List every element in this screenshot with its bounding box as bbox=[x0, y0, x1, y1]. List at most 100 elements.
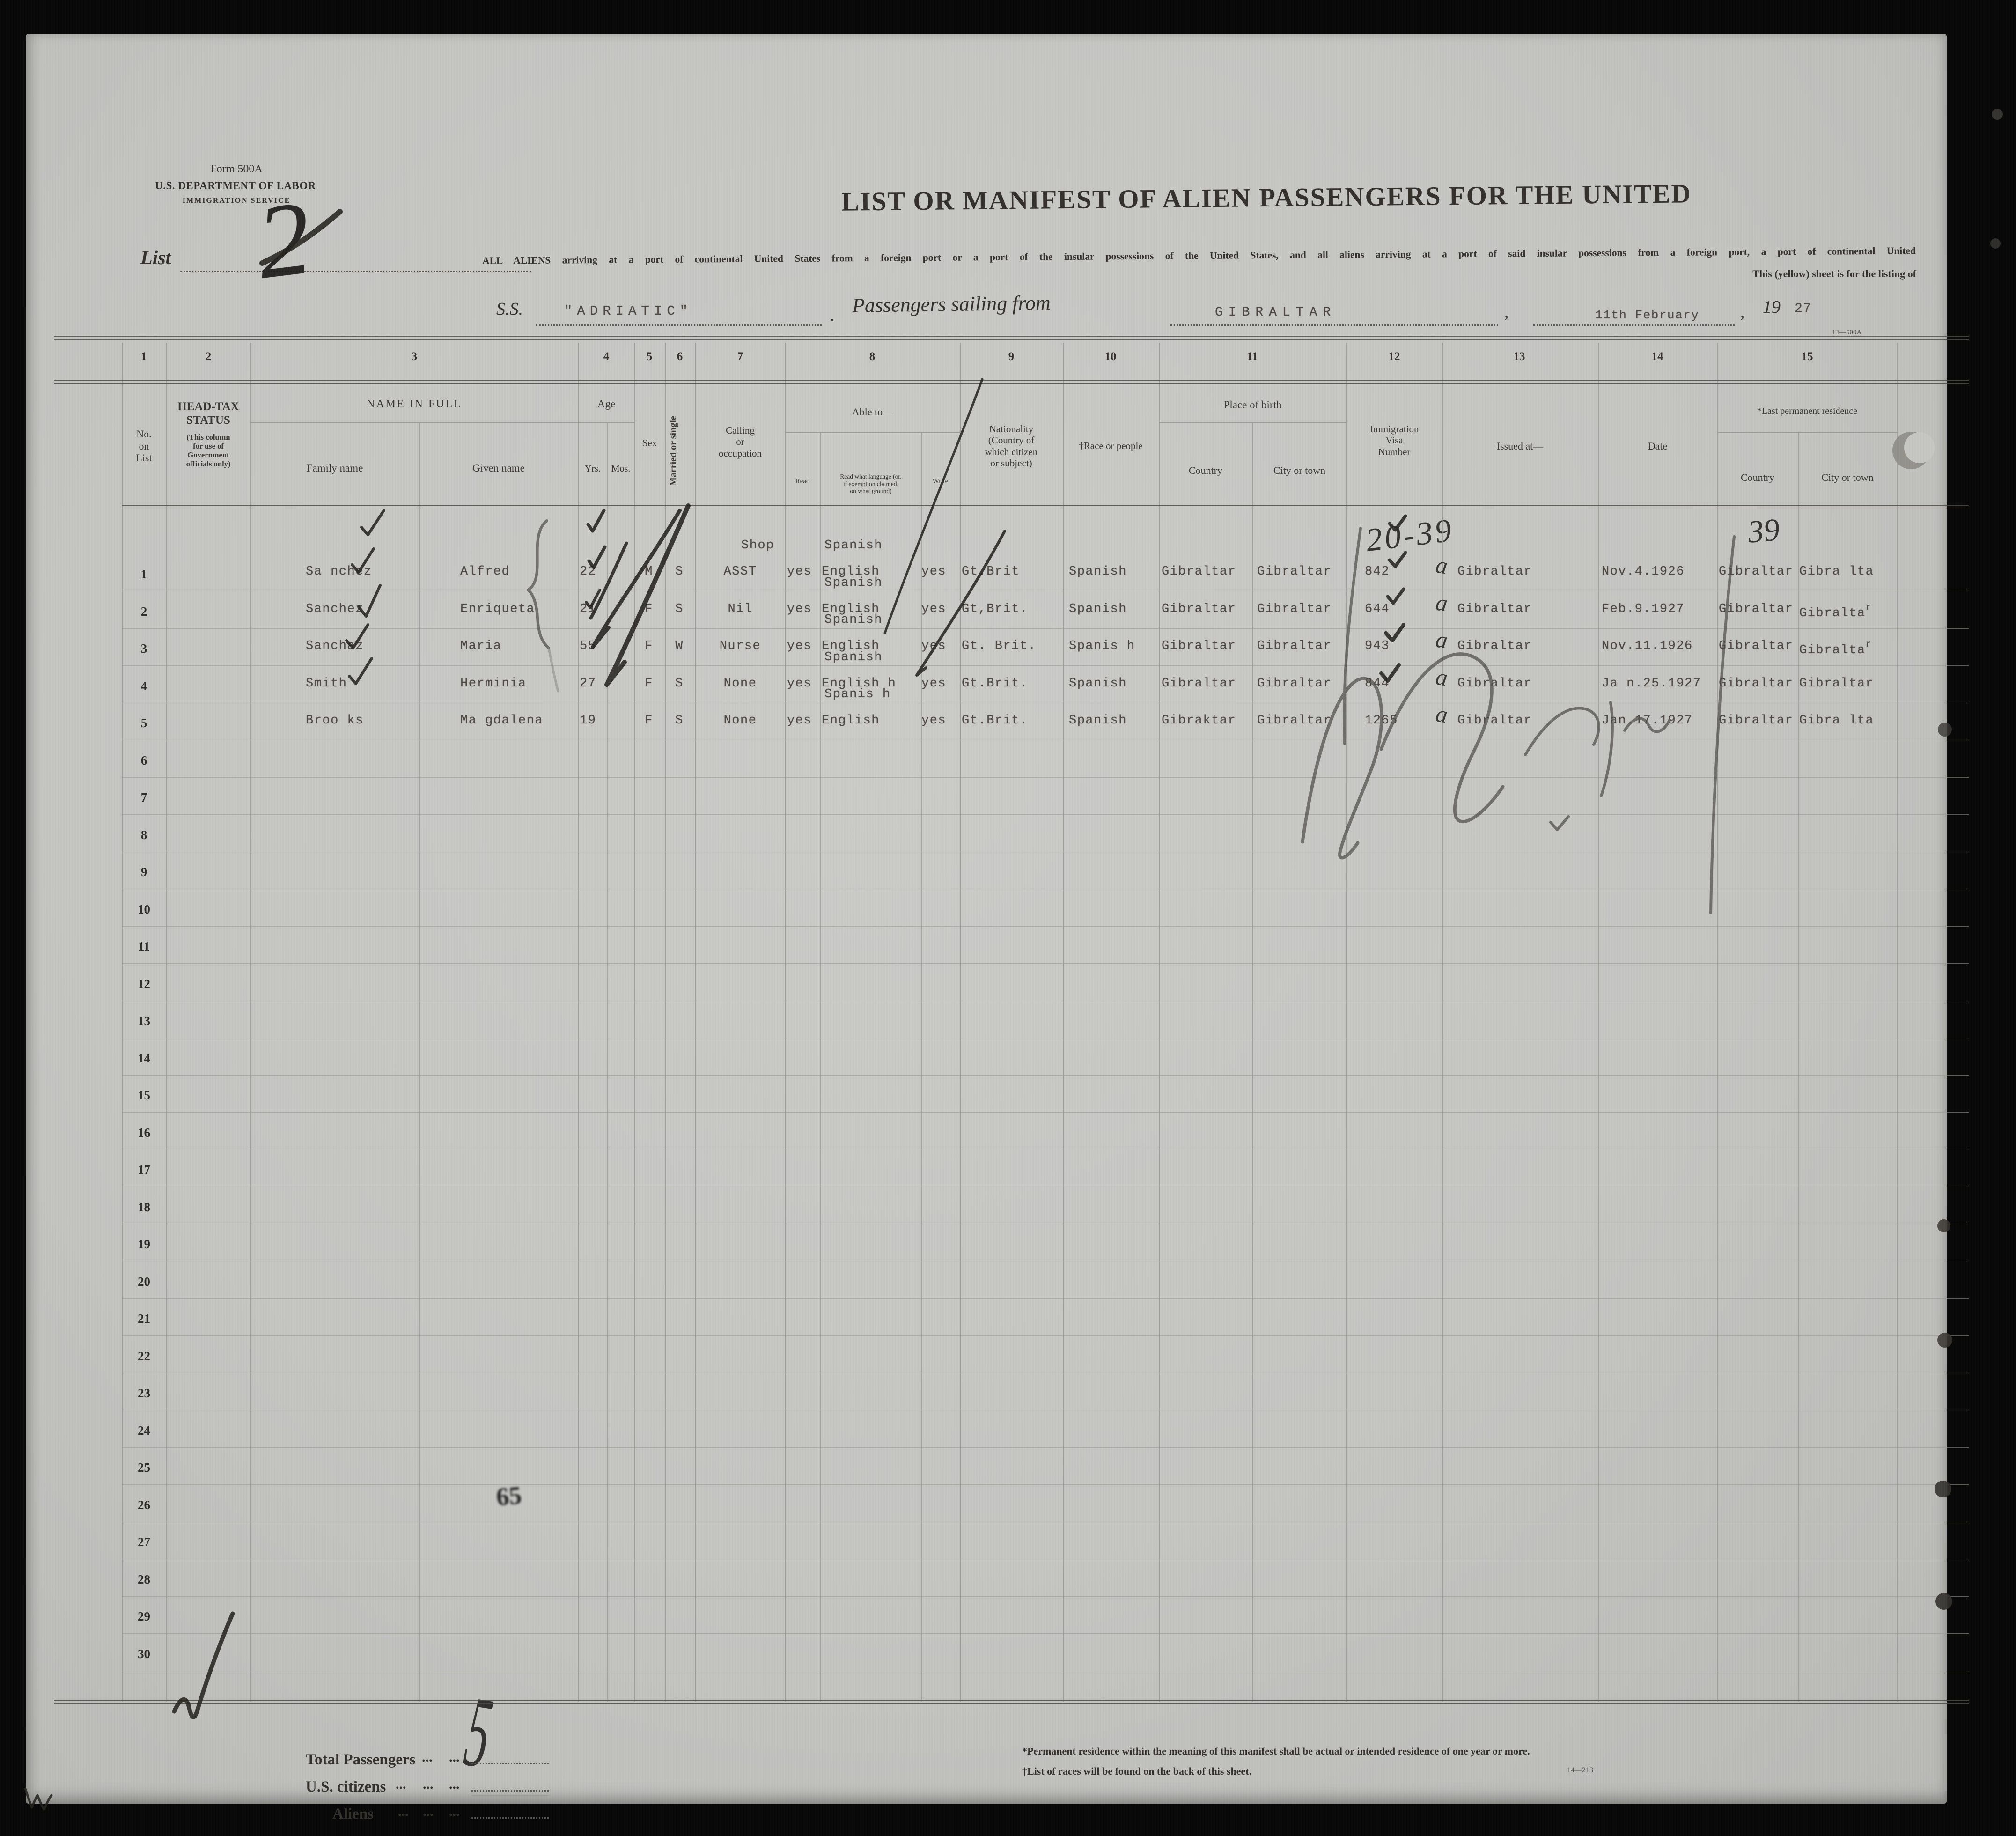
cell-language-top: Spanish bbox=[824, 538, 883, 553]
column-number: 1 bbox=[140, 350, 147, 363]
year-typed: 27 bbox=[1795, 302, 1812, 316]
cell-occupation: Nurse bbox=[719, 639, 761, 653]
cell-occupation-top: Shop bbox=[741, 538, 774, 553]
cell-marital: S bbox=[675, 714, 684, 728]
row-number: 15 bbox=[138, 1088, 150, 1102]
cell-read: yes bbox=[787, 639, 812, 653]
row-number: 18 bbox=[138, 1200, 150, 1214]
cell-given: Maria bbox=[460, 639, 502, 653]
header-race: †Race or people bbox=[1079, 440, 1143, 451]
handwritten-passenger-total: 5 bbox=[458, 1674, 499, 1790]
grid-vline bbox=[1442, 343, 1443, 1702]
sailing-port: GIBRALTAR bbox=[1215, 305, 1337, 320]
grid-vline bbox=[1717, 343, 1718, 1702]
column-number: 11 bbox=[1247, 350, 1258, 363]
grid-subvline bbox=[607, 423, 608, 1702]
cell-nationality: Gt. Brit. bbox=[962, 639, 1037, 653]
double-rule bbox=[122, 505, 1969, 506]
grid-vline bbox=[1598, 343, 1599, 1702]
cell-date: Feb.9.1927 bbox=[1602, 602, 1685, 616]
header-able-to: Able to— bbox=[852, 406, 893, 418]
dot-leader: ... bbox=[449, 1777, 460, 1792]
grid-subvline bbox=[921, 433, 922, 1702]
grid-vline bbox=[1159, 343, 1160, 1702]
row-number: 4 bbox=[140, 678, 147, 693]
column-number: 15 bbox=[1801, 350, 1813, 363]
cell-given: Ma gdalena bbox=[460, 714, 544, 728]
total-passengers-label: Total Passengers bbox=[306, 1751, 416, 1768]
header-given-name: Given name bbox=[472, 462, 525, 474]
grid-vline bbox=[1063, 343, 1064, 1702]
aliens-line bbox=[471, 1817, 549, 1819]
cell-visa: 842 bbox=[1365, 565, 1390, 579]
sailing-date: 11th February bbox=[1595, 308, 1700, 322]
column-number: 2 bbox=[205, 350, 212, 363]
header-sex: Sex bbox=[642, 437, 657, 449]
cell-occupation: ASST bbox=[723, 565, 757, 579]
cell-issued-at: Gibraltar bbox=[1457, 676, 1532, 691]
cell-birth-country: Gibraktar bbox=[1162, 714, 1236, 728]
row-line bbox=[122, 1335, 1969, 1336]
header-no-on-list: No. on List bbox=[136, 428, 152, 464]
cell-write: yes bbox=[921, 676, 947, 691]
vessel-comma: , bbox=[1504, 302, 1509, 322]
double-rule bbox=[54, 383, 1969, 384]
column-number: 6 bbox=[677, 350, 683, 363]
cell-family: Broo ks bbox=[306, 714, 364, 728]
header-able-language: Read what language (or, if exemption cla… bbox=[840, 473, 902, 495]
grid-vline bbox=[695, 343, 696, 1702]
header-subrule bbox=[250, 422, 578, 423]
handwritten-visa-initial: a bbox=[1434, 626, 1449, 654]
department-name: U.S. DEPARTMENT OF LABOR bbox=[155, 180, 316, 192]
intro-text-line1: ALL ALIENS arriving at a port of contine… bbox=[482, 245, 1916, 266]
cell-visa: 844 bbox=[1365, 676, 1390, 691]
header-age: Age bbox=[597, 398, 616, 410]
cell-given: Alfred bbox=[460, 565, 510, 579]
ss-label: S.S. bbox=[496, 299, 523, 319]
grid-vline bbox=[1346, 343, 1347, 1702]
footnote-races: †List of races will be found on the back… bbox=[1022, 1765, 1252, 1777]
double-rule bbox=[54, 380, 1969, 381]
ship-name: "ADRIATIC" bbox=[564, 303, 693, 319]
cell-res-city: Gibra lta bbox=[1799, 565, 1874, 579]
cell-visa: 943 bbox=[1365, 639, 1390, 653]
row-number: 26 bbox=[138, 1497, 150, 1512]
row-number: 13 bbox=[138, 1014, 150, 1028]
header-family-name: Family name bbox=[306, 462, 363, 474]
cell-date: Ja n.25.1927 bbox=[1602, 676, 1701, 691]
cell-language: English h bbox=[822, 676, 897, 691]
cell-race: Spanish bbox=[1069, 602, 1127, 616]
row-number: 20 bbox=[138, 1274, 150, 1289]
cell-issued-at: Gibraltar bbox=[1457, 714, 1532, 728]
total-passengers-line bbox=[471, 1762, 549, 1764]
dot-leader: ... bbox=[423, 1804, 434, 1819]
row-number: 30 bbox=[138, 1646, 150, 1661]
grid-vline bbox=[785, 343, 786, 1702]
service-name: IMMIGRATION SERVICE bbox=[182, 197, 291, 205]
aliens-label: Aliens bbox=[332, 1806, 374, 1822]
cell-yrs: 19 bbox=[580, 714, 596, 728]
row-number: 8 bbox=[140, 827, 147, 842]
row-line bbox=[122, 1484, 1969, 1485]
cell-yrs: 27 bbox=[580, 676, 596, 691]
cell-sex: F bbox=[645, 714, 653, 728]
header-residence-country: Country bbox=[1740, 472, 1775, 483]
cell-nationality: Gt.Brit. bbox=[962, 714, 1028, 728]
row-line bbox=[122, 628, 1969, 629]
column-number: 8 bbox=[869, 350, 876, 363]
cell-family: Sanchez bbox=[306, 602, 364, 616]
cell-issued-at: Gibraltar bbox=[1457, 639, 1532, 653]
cell-res-country: Gibraltar bbox=[1719, 714, 1794, 728]
handwritten-visa-initial: a bbox=[1434, 551, 1449, 579]
row-number: 25 bbox=[138, 1460, 150, 1475]
cell-res-country: Gibraltar bbox=[1719, 676, 1794, 691]
grid-vline bbox=[1897, 343, 1898, 1702]
column-number: 12 bbox=[1388, 350, 1400, 363]
intro-text-line2: This (yellow) sheet is for the listing o… bbox=[1752, 268, 1916, 280]
grid-vline bbox=[122, 343, 123, 1702]
header-place-of-birth: Place of birth bbox=[1223, 399, 1282, 411]
handwritten-visa-initial: a bbox=[1434, 589, 1449, 616]
cell-birth-city: Gibraltar bbox=[1257, 565, 1332, 579]
row-number: 1 bbox=[140, 567, 147, 581]
